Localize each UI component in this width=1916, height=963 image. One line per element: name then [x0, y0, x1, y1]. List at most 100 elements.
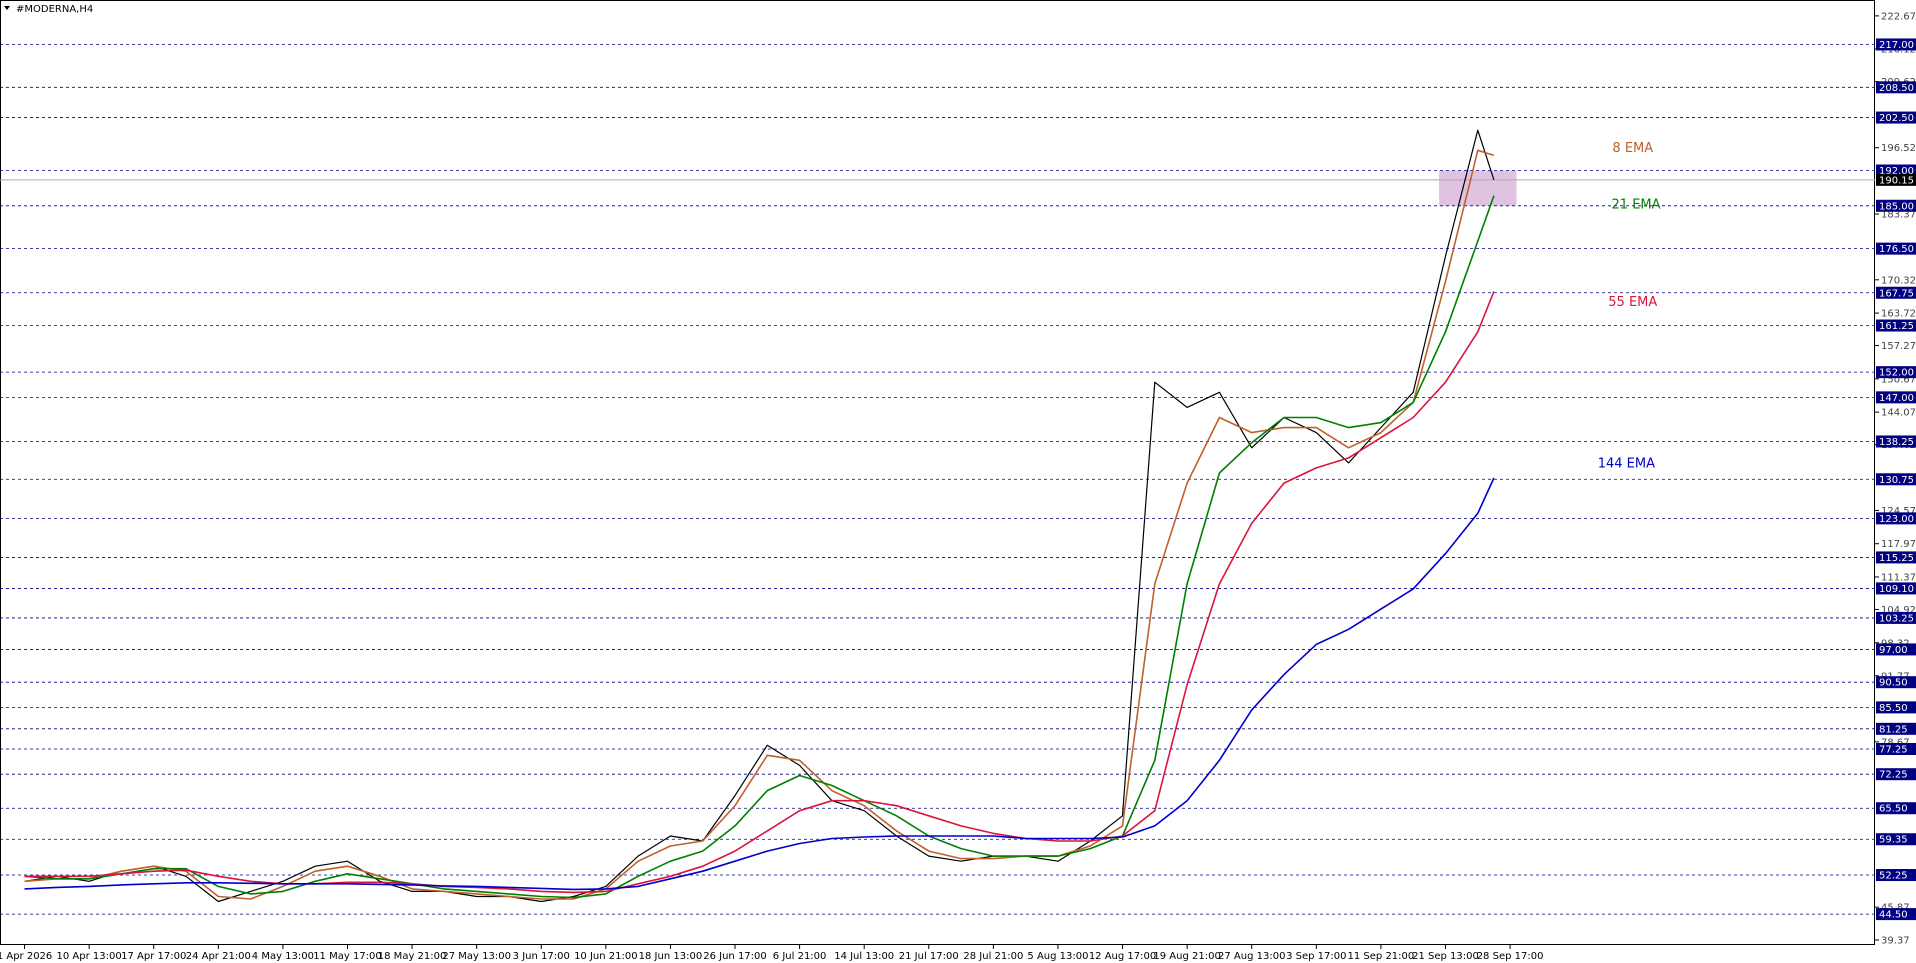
level-label-box [1876, 768, 1916, 781]
y-tick-label: 163.72 [1881, 309, 1916, 320]
title-arrow [4, 6, 10, 10]
x-tick-label: 3 Jun 17:00 [513, 951, 570, 962]
x-tick-label: 27 May 13:00 [442, 951, 511, 962]
level-label-box [1876, 286, 1916, 299]
x-tick-label: 26 Jun 17:00 [703, 951, 767, 962]
y-tick-label: 196.52 [1881, 143, 1916, 154]
level-label-box [1876, 582, 1916, 595]
level-label-box [1876, 676, 1916, 689]
level-label-box [1876, 473, 1916, 486]
level-label: 152.00 [1879, 368, 1914, 379]
y-tick-label: 117.97 [1881, 539, 1916, 550]
level-label: 52.25 [1879, 871, 1908, 882]
annotation: 144 EMA [1598, 456, 1655, 471]
x-tick-label: 3 Sep 17:00 [1286, 951, 1346, 962]
level-label: 65.50 [1879, 804, 1908, 815]
chart-title: #MODERNA,H4 [16, 4, 93, 15]
level-label: 138.25 [1879, 437, 1914, 448]
level-label: 167.75 [1879, 288, 1914, 299]
x-tick-label: 12 Aug 17:00 [1089, 951, 1156, 962]
x-tick-label: 1 Apr 2026 [0, 951, 52, 962]
level-label: 192.00 [1879, 166, 1914, 177]
y-tick-label: 183.37 [1881, 210, 1916, 221]
level-label: 217.00 [1879, 40, 1914, 51]
level-label-box [1876, 199, 1916, 212]
y-tick-label: 78.67 [1881, 737, 1910, 748]
level-label: 77.25 [1879, 744, 1908, 755]
x-tick-label: 21 Jul 17:00 [899, 951, 959, 962]
current-price-box [1876, 173, 1916, 186]
level-label: 97.00 [1879, 645, 1908, 656]
x-tick-label: 5 Aug 13:00 [1027, 951, 1088, 962]
x-tick-label: 27 Aug 13:00 [1218, 951, 1285, 962]
level-label-box [1876, 366, 1916, 379]
x-tick-label: 4 May 13:00 [252, 951, 314, 962]
x-tick-label: 10 Jun 21:00 [574, 951, 638, 962]
y-tick-label: 170.32 [1881, 275, 1916, 286]
level-label: 123.00 [1879, 514, 1914, 525]
x-tick-label: 18 May 21:00 [378, 951, 447, 962]
plot-frame [0, 0, 1875, 945]
annotation: 55 EMA [1608, 295, 1657, 310]
level-label-box [1876, 319, 1916, 332]
level-label-box [1876, 551, 1916, 564]
level-label: 103.25 [1879, 613, 1914, 624]
zone [1439, 170, 1517, 206]
y-tick-label: 39.37 [1881, 935, 1910, 946]
level-label-box [1876, 512, 1916, 525]
level-label: 59.35 [1879, 835, 1908, 846]
series-line [24, 477, 1495, 891]
annotation: 8 EMA [1612, 141, 1653, 156]
level-label-box [1876, 164, 1916, 177]
level-label: 44.50 [1879, 910, 1908, 921]
level-label: 130.75 [1879, 475, 1914, 486]
x-tick-label: 10 Apr 13:00 [57, 951, 122, 962]
level-label-box [1876, 38, 1916, 51]
level-label-box [1876, 611, 1916, 624]
x-tick-label: 6 Jul 21:00 [773, 951, 827, 962]
x-tick-label: 28 Sep 17:00 [1477, 951, 1544, 962]
level-label-box [1876, 701, 1916, 714]
level-label: 115.25 [1879, 553, 1914, 564]
y-tick-label: 124.57 [1881, 506, 1916, 517]
level-label-box [1876, 81, 1916, 94]
series-line [24, 195, 1495, 899]
level-label-box [1876, 242, 1916, 255]
level-label-box [1876, 869, 1916, 882]
level-label: 85.50 [1879, 703, 1908, 714]
level-label: 81.25 [1879, 724, 1908, 735]
level-label-box [1876, 742, 1916, 755]
x-tick-label: 28 Jul 21:00 [963, 951, 1023, 962]
level-label: 208.50 [1879, 83, 1914, 94]
y-tick-label: 222.67 [1881, 11, 1916, 22]
level-label-box [1876, 908, 1916, 921]
y-tick-label: 104.92 [1881, 605, 1916, 616]
y-tick-label: 157.27 [1881, 341, 1916, 352]
y-tick-label: 150.67 [1881, 374, 1916, 385]
x-tick-label: 17 Apr 17:00 [121, 951, 186, 962]
x-tick-label: 11 Sep 21:00 [1348, 951, 1415, 962]
level-label-box [1876, 802, 1916, 815]
level-label-box [1876, 391, 1916, 404]
y-tick-label: 144.07 [1881, 408, 1916, 419]
x-tick-label: 24 Apr 21:00 [186, 951, 251, 962]
level-label: 202.50 [1879, 113, 1914, 124]
x-tick-label: 11 May 17:00 [313, 951, 382, 962]
x-tick-label: 19 Aug 21:00 [1153, 951, 1220, 962]
level-label-box [1876, 722, 1916, 735]
level-label-box [1876, 833, 1916, 846]
series-line [24, 149, 1495, 900]
level-label: 109.10 [1879, 584, 1914, 595]
level-label-box [1876, 111, 1916, 124]
level-label-box [1876, 643, 1916, 656]
level-label: 90.50 [1879, 678, 1908, 689]
level-label-box [1876, 435, 1916, 448]
series-line [24, 129, 1495, 903]
level-label: 176.50 [1879, 244, 1914, 255]
level-label: 161.25 [1879, 321, 1914, 332]
y-tick-label: 111.37 [1881, 572, 1916, 583]
level-label: 185.00 [1879, 201, 1914, 212]
level-label: 147.00 [1879, 393, 1914, 404]
